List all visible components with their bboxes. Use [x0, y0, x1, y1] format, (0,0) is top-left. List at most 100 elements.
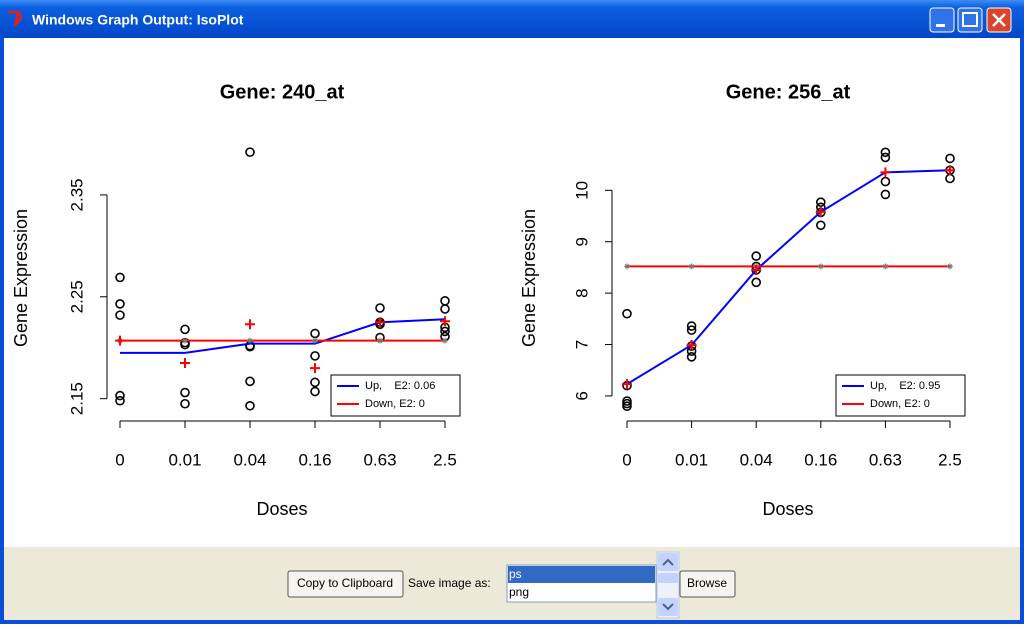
observation: [180, 387, 190, 398]
y-axis-label: Gene Expression: [11, 209, 31, 347]
x-tick-label: 0: [115, 450, 124, 469]
observation: [115, 395, 125, 406]
legend-label: Up, E2: 0.06: [365, 380, 435, 392]
y-tick-label: 6: [572, 391, 591, 400]
observation: [815, 220, 826, 231]
x-axis-label: Doses: [762, 499, 813, 519]
plot-area: [4, 38, 1020, 547]
maximize-button[interactable]: [957, 7, 983, 33]
mean-marker: [880, 167, 891, 178]
observation: [115, 310, 125, 320]
mean-marker: [686, 340, 697, 351]
fitted-star: [247, 337, 253, 344]
observation: [751, 251, 762, 261]
y-tick-label: 2.35: [67, 178, 86, 211]
y-tick-label: 2.15: [67, 382, 86, 415]
scroll-down[interactable]: [658, 598, 678, 616]
mean-marker: [245, 319, 255, 330]
observation: [880, 189, 891, 200]
browse-button-label: Browse: [687, 576, 727, 590]
x-tick-label: 0.63: [363, 450, 396, 469]
observation: [440, 326, 450, 337]
observation: [686, 352, 697, 362]
mean-marker: [310, 363, 320, 374]
observation: [310, 351, 320, 361]
observation: [880, 176, 891, 187]
x-tick-label: 0.16: [804, 450, 837, 469]
scroll-thumb[interactable]: [658, 573, 678, 583]
observation: [245, 147, 255, 157]
mean-marker: [180, 358, 190, 369]
x-axis-label: Doses: [256, 499, 307, 519]
observation: [880, 147, 891, 158]
format-option[interactable]: png: [509, 585, 529, 599]
copy-button[interactable]: [287, 570, 404, 598]
fitted-star: [624, 263, 630, 270]
close-glyph: [992, 13, 1006, 27]
browse-button[interactable]: [679, 570, 736, 598]
observation: [115, 299, 125, 309]
scroll-down-glyph: [662, 603, 674, 611]
observation: [440, 304, 450, 314]
copy-button-label: Copy to Clipboard: [297, 576, 393, 590]
legend-label: Down, E2: 0: [870, 398, 930, 410]
x-tick-label: 0.04: [740, 450, 773, 469]
format-selected: [508, 566, 655, 583]
scroll-up[interactable]: [658, 553, 678, 571]
fitted-star: [688, 263, 695, 270]
minimize-glyph: [936, 24, 945, 27]
observation: [815, 197, 826, 207]
mean-marker: [945, 165, 955, 176]
title-bar: [0, 0, 1024, 38]
x-tick-label: 2.5: [433, 450, 457, 469]
fitted-star: [312, 337, 318, 344]
fit-line: [120, 318, 446, 354]
maximize-glyph: [962, 12, 978, 27]
x-tick-label: 0.01: [168, 450, 201, 469]
format-option[interactable]: ps: [509, 567, 522, 581]
mean-marker: [440, 316, 450, 327]
observation: [880, 152, 891, 163]
legend-label: Up, E2: 0.95: [870, 380, 940, 392]
mean-marker: [115, 335, 125, 346]
observation: [115, 390, 125, 401]
legend: [330, 374, 461, 417]
fitted-star: [817, 263, 824, 270]
app-icon: [8, 10, 23, 27]
observation: [622, 401, 632, 412]
observation: [375, 303, 385, 313]
x-tick-label: 0.63: [869, 450, 902, 469]
x-tick-label: 0: [622, 450, 631, 469]
y-tick-label: 7: [572, 340, 591, 349]
mean-marker: [751, 264, 762, 275]
legend-label: Down, E2: 0: [365, 398, 425, 410]
observation: [115, 272, 125, 283]
observation: [245, 376, 255, 387]
fitted-star: [182, 337, 188, 344]
observation: [180, 324, 190, 335]
observation: [622, 308, 632, 319]
window-title: Windows Graph Output: IsoPlot: [32, 12, 244, 28]
y-tick-label: 2.25: [67, 280, 86, 313]
fitted-star: [882, 263, 889, 270]
legend: [835, 374, 966, 417]
fitted-star: [377, 337, 383, 344]
fitted-star: [442, 337, 448, 344]
observation: [180, 398, 190, 409]
chart-title: Gene: 256_at: [726, 81, 851, 103]
observation: [945, 153, 955, 164]
scroll-up-glyph: [662, 558, 674, 566]
y-tick-label: 8: [572, 288, 591, 297]
minimize-button[interactable]: [929, 7, 955, 33]
observation: [751, 277, 762, 288]
x-tick-label: 2.5: [938, 450, 962, 469]
observation: [310, 386, 320, 397]
fitted-star: [947, 263, 953, 270]
x-tick-label: 0.01: [675, 450, 708, 469]
observation: [310, 377, 320, 388]
observation: [686, 325, 697, 335]
charts: Gene: 240_at Doses Gene Expression 2.15 2.25…: [11, 81, 966, 519]
mean-marker: [375, 317, 385, 328]
y-axis-label: Gene Expression: [519, 209, 539, 347]
